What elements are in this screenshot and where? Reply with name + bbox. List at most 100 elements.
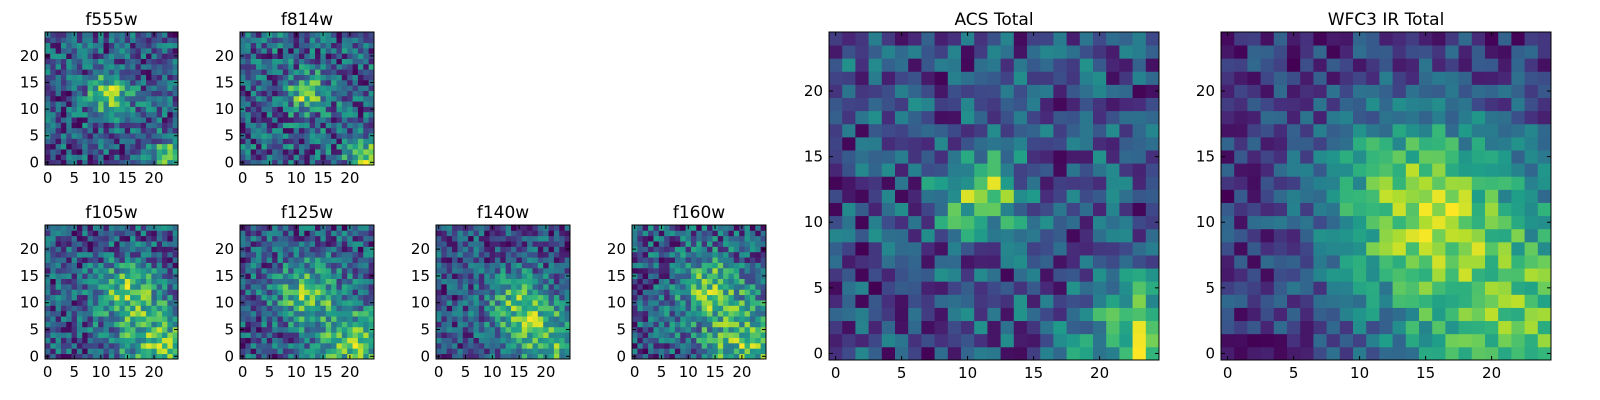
heatmap-cell <box>146 337 152 344</box>
heatmap-cell <box>60 246 67 253</box>
heatmap-cell <box>484 305 490 312</box>
heatmap-cell <box>256 127 262 134</box>
heatmap-cell <box>357 305 364 312</box>
heatmap-cell <box>947 202 962 217</box>
heatmap-cell <box>1458 202 1473 217</box>
heatmap-cell <box>82 225 88 231</box>
heatmap-cell <box>66 138 72 145</box>
heatmap-cell <box>266 230 273 237</box>
heatmap-cell <box>60 143 67 150</box>
heatmap-cell <box>452 251 458 258</box>
heatmap-cell <box>516 310 523 317</box>
heatmap-cell <box>363 246 370 253</box>
heatmap-cell <box>309 95 316 102</box>
heatmap-cell <box>66 53 72 59</box>
heatmap-cell <box>55 294 62 301</box>
y-tick-label: 0 <box>224 347 234 365</box>
heatmap-cell <box>331 90 337 97</box>
heatmap-cell <box>114 74 120 81</box>
heatmap-cell <box>66 353 72 360</box>
heatmap-cell <box>1119 150 1133 164</box>
heatmap-cell <box>315 154 321 161</box>
heatmap-cell <box>167 111 174 118</box>
heatmap-cell <box>908 150 922 164</box>
heatmap-cell <box>658 278 665 285</box>
heatmap-cell <box>325 235 332 242</box>
heatmap-cell <box>368 90 375 97</box>
heatmap-cell <box>341 332 348 338</box>
heatmap-cell <box>60 133 67 139</box>
heatmap-cell <box>124 127 131 134</box>
heatmap-cell <box>690 241 697 247</box>
heatmap-cell <box>140 353 147 360</box>
heatmap-cell <box>1432 333 1446 348</box>
heatmap-cell <box>167 42 174 49</box>
heatmap-cell <box>685 305 692 312</box>
heatmap-cell <box>71 326 78 333</box>
heatmap-cell <box>642 342 649 349</box>
heatmap-cell <box>1379 346 1393 361</box>
heatmap-cell <box>347 79 353 86</box>
heatmap-cell <box>76 79 83 86</box>
heatmap-cells <box>1221 32 1552 361</box>
heatmap-cells <box>240 225 375 360</box>
heatmap-cell <box>277 101 284 107</box>
heatmap-cell <box>315 42 321 49</box>
heatmap-cell <box>352 42 359 49</box>
heatmap-cell <box>690 230 697 237</box>
heatmap-cell <box>642 348 649 355</box>
heatmap-cell <box>92 353 99 360</box>
y-tick-label: 20 <box>215 47 234 65</box>
heatmap-cell <box>92 262 99 269</box>
heatmap-cell <box>1132 84 1147 98</box>
heatmap-cell <box>261 342 268 349</box>
heatmap-cell <box>151 149 158 155</box>
heatmap-cell <box>1485 189 1499 203</box>
heatmap-cell <box>298 235 305 242</box>
heatmap-cell <box>690 305 697 312</box>
heatmap-cell <box>156 321 163 328</box>
heatmap-cell <box>707 321 713 328</box>
heatmap-cell <box>124 74 131 81</box>
heatmap-cell <box>1260 228 1275 243</box>
heatmap-cell <box>1498 255 1512 269</box>
heatmap-cell <box>642 235 649 242</box>
heatmap-cell <box>1093 202 1107 217</box>
heatmap-cell <box>82 58 88 65</box>
heatmap-cell <box>553 305 560 312</box>
heatmap-cell <box>293 326 300 333</box>
heatmap-cell <box>500 251 507 258</box>
heatmap-cell <box>749 283 756 290</box>
heatmap-cell <box>468 251 474 258</box>
heatmap-cell <box>457 283 464 290</box>
heatmap-cell <box>341 90 348 97</box>
heatmap-cell <box>881 202 896 217</box>
heatmap-cell <box>1040 346 1054 361</box>
heatmap-cell <box>564 289 571 296</box>
heatmap-cell <box>1221 294 1235 308</box>
heatmap-cell <box>325 117 332 123</box>
heatmap-cell <box>760 316 767 322</box>
heatmap-cell <box>728 337 735 344</box>
heatmap-cell <box>436 342 442 349</box>
heatmap-cell <box>146 101 152 107</box>
heatmap-cell <box>658 321 665 328</box>
heatmap-cell <box>341 262 348 269</box>
heatmap-cell <box>98 74 104 81</box>
heatmap-cell <box>1392 189 1407 203</box>
heatmap-cell <box>130 69 136 75</box>
heatmap-cell <box>1511 294 1525 308</box>
heatmap-cell <box>1379 202 1393 217</box>
heatmap-cell <box>733 235 740 242</box>
heatmap-cell <box>947 255 962 269</box>
heatmap-cell <box>293 278 300 285</box>
heatmap-cell <box>60 326 67 333</box>
heatmap-cell <box>331 63 337 70</box>
heatmap-cell <box>1379 333 1393 348</box>
heatmap-cell <box>868 346 883 361</box>
heatmap-cell <box>304 127 311 134</box>
y-tick-label: 15 <box>607 267 626 285</box>
heatmap-cell <box>124 251 131 258</box>
heatmap-cell <box>60 283 67 290</box>
heatmap-cell <box>707 337 713 344</box>
